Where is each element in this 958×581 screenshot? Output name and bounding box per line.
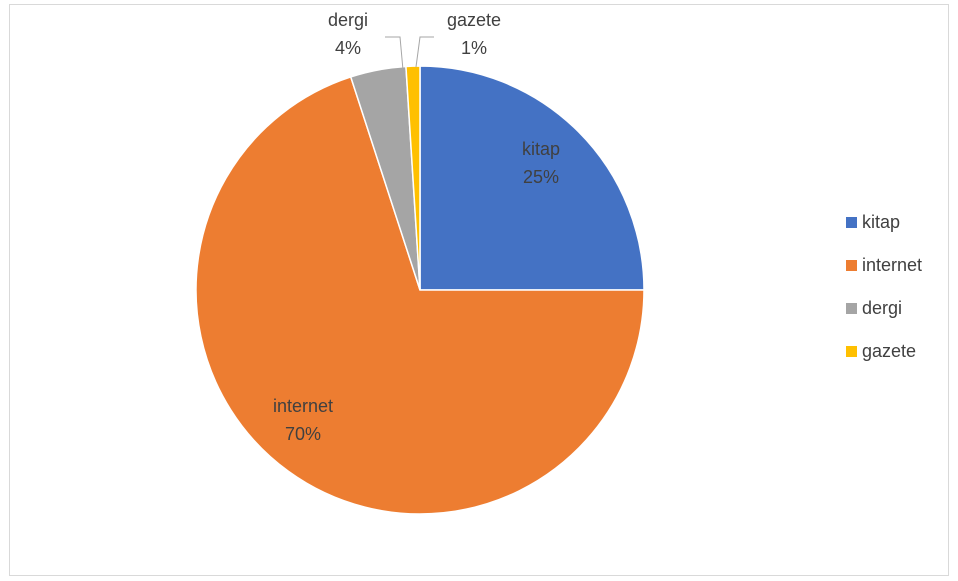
legend-label-kitap: kitap <box>862 212 900 232</box>
legend-label-gazete: gazete <box>862 341 916 361</box>
leader-lines <box>385 36 434 71</box>
legend-label-internet: internet <box>862 255 922 275</box>
legend: kitap internet dergi gazete <box>846 212 922 361</box>
data-label-value-internet: 70% <box>285 424 321 444</box>
legend-swatch-dergi <box>846 303 857 314</box>
data-label-internet: internet 70% <box>273 396 333 444</box>
leader-line-dergi <box>385 36 404 71</box>
data-label-value-kitap: 25% <box>523 167 559 187</box>
data-label-category-kitap: kitap <box>522 139 560 159</box>
data-labels: kitap 25% internet 70% dergi 4% gazete 1% <box>273 10 560 444</box>
data-label-category-internet: internet <box>273 396 333 416</box>
legend-label-dergi: dergi <box>862 298 902 318</box>
legend-swatch-kitap <box>846 217 857 228</box>
data-label-category-gazete: gazete <box>447 10 501 30</box>
data-label-category-dergi: dergi <box>328 10 368 30</box>
leader-line-gazete <box>415 36 434 68</box>
legend-swatch-gazete <box>846 346 857 357</box>
data-label-dergi: dergi 4% <box>328 10 368 58</box>
pie-slice-kitap <box>419 65 645 291</box>
pie-slices <box>195 65 645 515</box>
data-label-value-dergi: 4% <box>335 38 361 58</box>
data-label-value-gazete: 1% <box>461 38 487 58</box>
pie-slice-gazete <box>405 65 421 291</box>
legend-swatch-internet <box>846 260 857 271</box>
data-label-gazete: gazete 1% <box>447 10 501 58</box>
data-label-kitap: kitap 25% <box>522 139 560 187</box>
pie-slice-internet <box>195 76 645 515</box>
